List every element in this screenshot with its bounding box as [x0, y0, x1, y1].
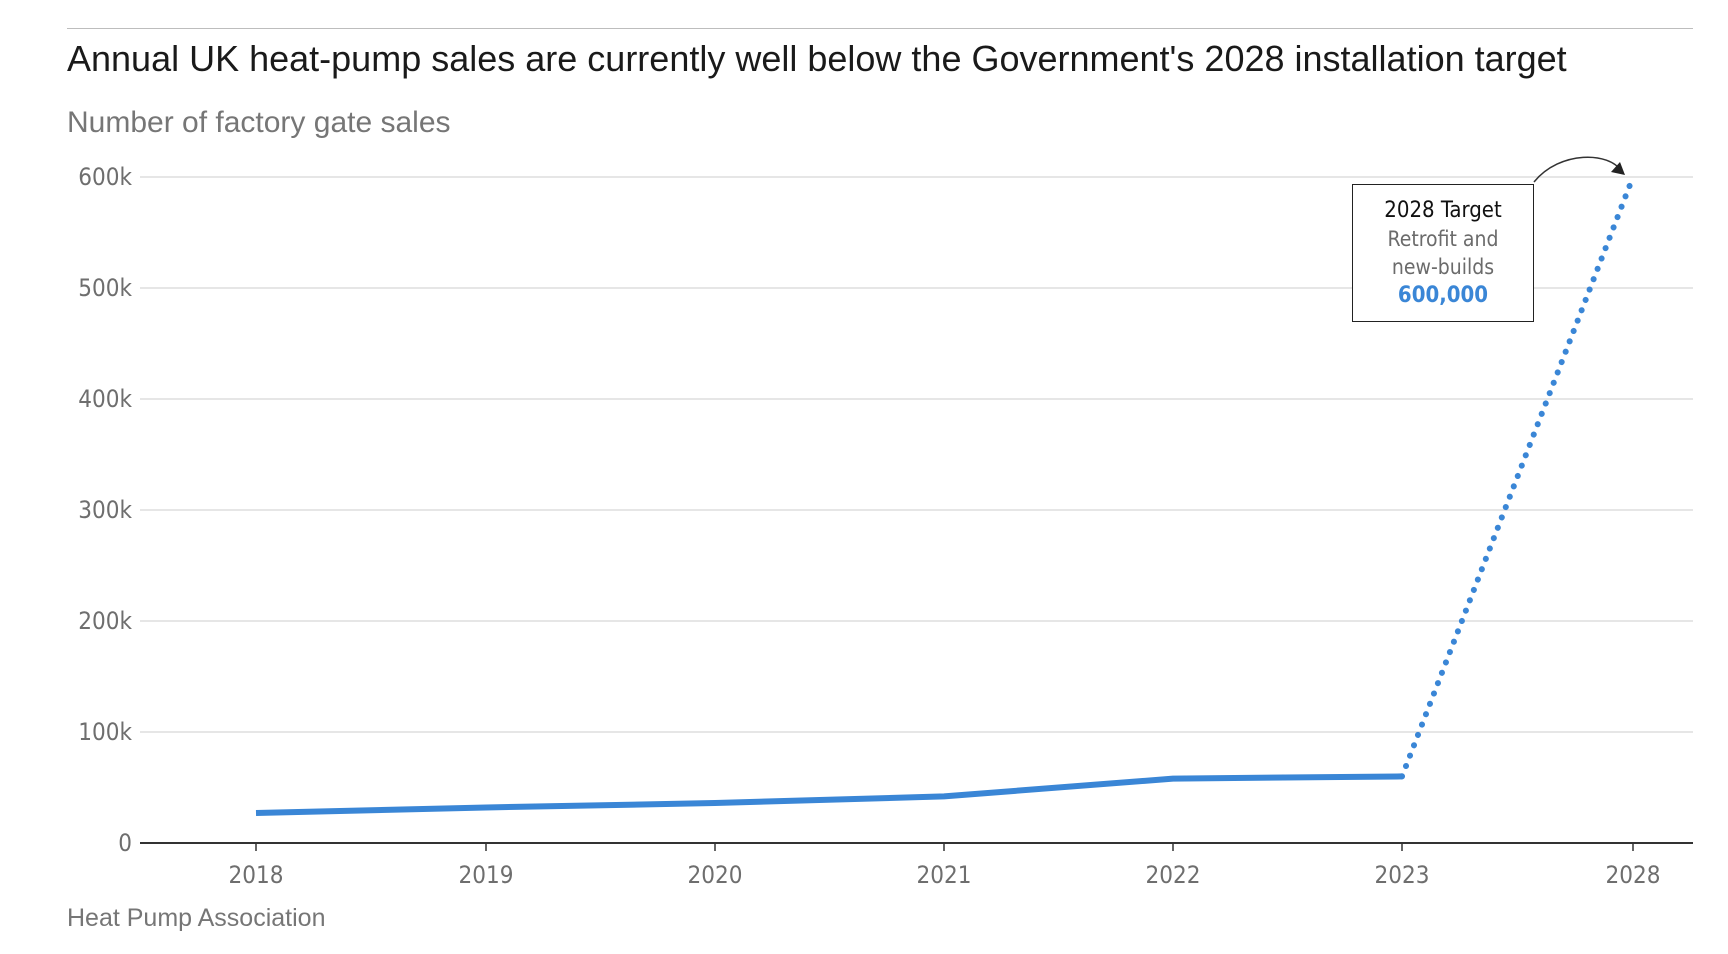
y-tick-label: 300k: [78, 496, 132, 524]
x-tick-label: 2020: [688, 861, 743, 889]
target-annotation: 2028 Target Retrofit and new-builds 600,…: [1352, 184, 1534, 322]
y-tick-labels: 0 100k 200k 300k 400k 500k 600k: [78, 163, 132, 857]
series-lines: [255, 174, 1636, 817]
annotation-arrow: [1533, 156, 1622, 183]
x-tick-label: 2028: [1606, 861, 1661, 889]
source-note: Heat Pump Association: [67, 904, 326, 932]
y-tick-label: 0: [118, 829, 132, 857]
y-tick-label: 500k: [78, 274, 132, 302]
annotation-arrowhead: [1611, 162, 1625, 175]
target-projection-line: [1399, 174, 1636, 780]
x-tick-labels: 2018 2019 2020 2021 2022 2023 2028: [229, 843, 1661, 889]
x-tick-label: 2022: [1146, 861, 1201, 889]
y-axis-title: Number of factory gate sales: [67, 106, 451, 139]
y-tick-label: 100k: [78, 718, 132, 746]
annotation-value: 600,000: [1397, 283, 1489, 308]
x-tick-label: 2023: [1375, 861, 1430, 889]
y-tick-label: 600k: [78, 163, 132, 191]
annotation-heading: 2028 Target: [1384, 198, 1502, 223]
top-rule: [67, 28, 1693, 29]
y-tick-label: 200k: [78, 607, 132, 635]
y-tick-label: 400k: [78, 385, 132, 413]
x-tick-label: 2018: [229, 861, 284, 889]
sales-line: [255, 773, 1403, 817]
gridlines: [140, 176, 1693, 844]
annotation-line-2: new-builds: [1391, 255, 1495, 279]
x-tick-label: 2019: [459, 861, 514, 889]
annotation-line-1: Retrofit and: [1387, 227, 1499, 251]
chart-title: Annual UK heat-pump sales are currently …: [67, 38, 1567, 79]
x-tick-label: 2021: [917, 861, 972, 889]
